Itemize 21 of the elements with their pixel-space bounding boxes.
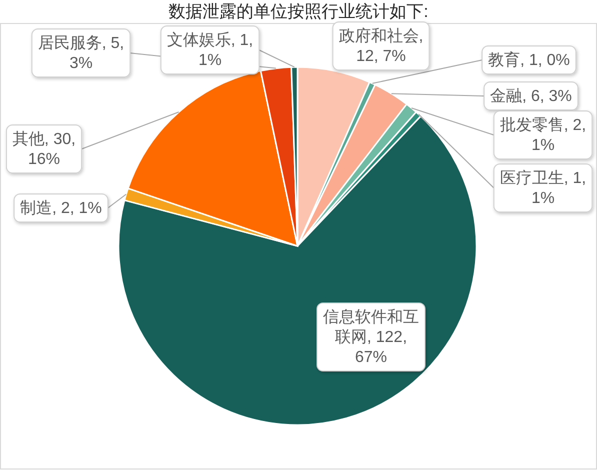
data-label: 制造, 2, 1%: [14, 194, 108, 222]
slice-label: 金融, 6, 3%: [490, 87, 572, 105]
data-label: 政府和社会, 12, 7%: [332, 22, 430, 70]
slice-label: 制造, 2, 1%: [20, 199, 102, 217]
data-label: 文体娱乐, 1, 1%: [160, 26, 260, 74]
slice-label: 政府和社会, 12, 7%: [338, 27, 424, 65]
data-label: 信息软件和互联网, 122, 67%: [316, 302, 426, 372]
slice-label: 居民服务, 5, 3%: [38, 35, 124, 72]
slice-label: 文体娱乐, 1, 1%: [166, 31, 254, 69]
data-label: 教育, 1, 0%: [482, 46, 576, 74]
slice-label: 教育, 1, 0%: [488, 51, 570, 69]
data-label: 居民服务, 5, 3%: [31, 28, 131, 78]
chart-title: 数据泄露的单位按照行业统计如下:: [168, 2, 428, 21]
data-label: 批发零售, 2, 1%: [493, 110, 593, 160]
slice-label: 批发零售, 2, 1%: [500, 117, 586, 154]
data-label: 金融, 6, 3%: [484, 82, 578, 110]
data-label: 医疗卫生, 1, 1%: [493, 164, 593, 212]
slice-label: 医疗卫生, 1, 1%: [500, 169, 586, 207]
slice-label: 信息软件和互联网, 122, 67%: [323, 308, 419, 366]
data-label: 其他, 30, 16%: [6, 124, 82, 174]
slice-label: 其他, 30, 16%: [12, 130, 76, 168]
